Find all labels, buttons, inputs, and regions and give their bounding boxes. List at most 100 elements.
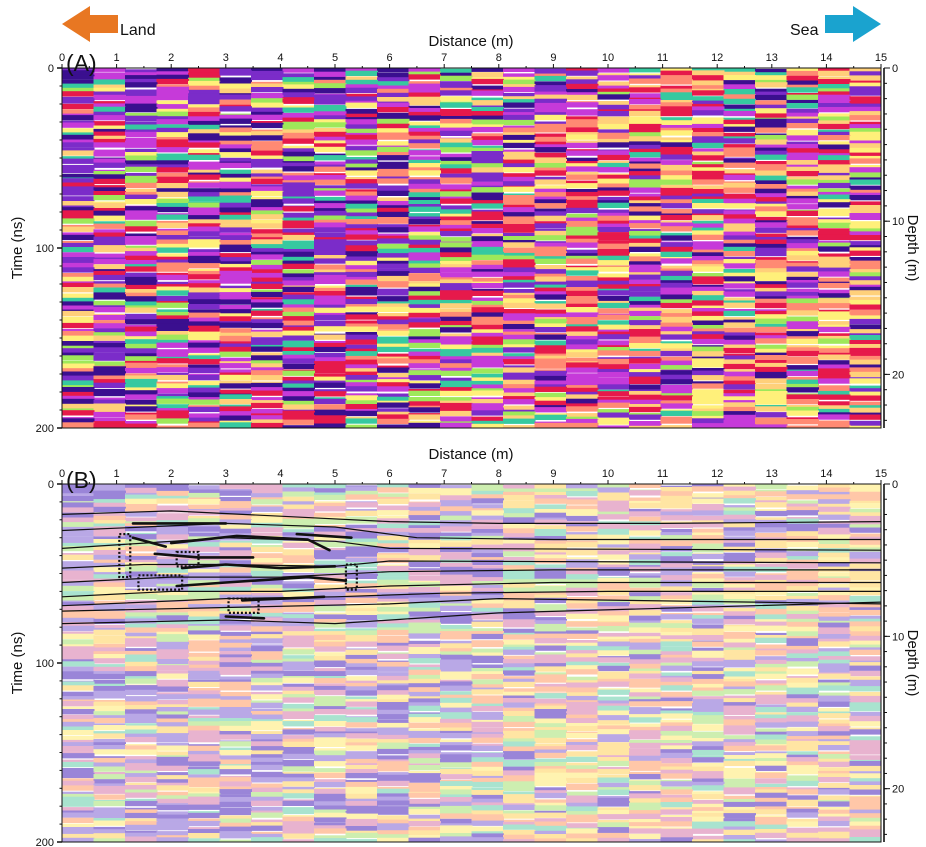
- radargram-cell: [723, 396, 756, 402]
- radargram-cell: [188, 829, 221, 835]
- radargram-cell: [440, 674, 473, 680]
- radargram-cell: [534, 686, 567, 692]
- radargram-cell: [188, 781, 221, 787]
- radargram-cell: [188, 149, 221, 155]
- radargram-cell: [314, 215, 347, 221]
- radargram-cell: [314, 812, 347, 818]
- radargram-cell: [408, 275, 441, 282]
- y-tick-label: 200: [36, 423, 54, 435]
- radargram-cell: [345, 119, 378, 125]
- radargram-cell: [345, 769, 378, 775]
- radargram-cell: [849, 575, 881, 581]
- x-tick-label: 11: [657, 468, 668, 480]
- radargram-cell: [125, 148, 158, 154]
- radargram-cell: [125, 378, 158, 385]
- radargram-cell: [314, 227, 347, 233]
- radargram-cell: [471, 115, 504, 121]
- radargram-cell: [597, 174, 630, 181]
- radargram-cell: [219, 707, 252, 713]
- radargram-cell: [62, 341, 95, 347]
- radargram-cell: [156, 243, 189, 250]
- radargram-cell: [345, 654, 378, 661]
- radargram-cell: [156, 507, 189, 513]
- radargram-cell: [818, 405, 851, 411]
- radargram-cell: [849, 503, 881, 509]
- radargram-cell: [408, 355, 441, 362]
- radargram-cell: [345, 212, 378, 218]
- radargram-cell: [849, 496, 881, 502]
- radargram-cell: [62, 147, 95, 153]
- radargram-cell: [440, 600, 473, 606]
- radargram-cell: [188, 673, 221, 680]
- radargram-cell: [692, 362, 725, 368]
- radargram-cell: [408, 698, 441, 704]
- radargram-cell: [156, 722, 189, 728]
- radargram-cell: [377, 386, 410, 392]
- radargram-cell: [660, 226, 693, 232]
- radargram-cell: [408, 143, 441, 149]
- x-tick-label: 10: [602, 52, 614, 64]
- radargram-cell: [156, 718, 189, 724]
- radargram-cell: [503, 186, 536, 192]
- radargram-cell: [818, 648, 851, 654]
- radargram-cell: [125, 546, 158, 552]
- radargram-cell: [408, 782, 441, 789]
- radargram-cell: [566, 583, 599, 590]
- radargram-cell: [377, 584, 410, 590]
- radargram-cell: [345, 669, 378, 676]
- radargram-cell: [597, 769, 630, 775]
- radargram-cell: [314, 696, 347, 702]
- radargram-cell: [314, 838, 347, 842]
- radargram-cell: [755, 335, 788, 341]
- radargram-cell: [62, 247, 95, 253]
- radargram-cell: [692, 70, 725, 76]
- radargram-cell: [755, 197, 788, 203]
- radargram-cell: [818, 94, 851, 100]
- radargram-cell: [566, 267, 599, 273]
- radargram-cell: [62, 316, 95, 322]
- radargram-cell: [534, 645, 567, 651]
- radargram-cell: [440, 552, 473, 558]
- radargram-cell: [408, 307, 441, 314]
- reflector-line-bold: [180, 563, 337, 570]
- radargram-cell: [251, 244, 284, 250]
- radargram-cell: [125, 284, 158, 291]
- radargram-cell: [282, 566, 315, 573]
- radargram-cell: [849, 189, 881, 196]
- radargram-cell: [534, 821, 567, 827]
- radargram-cell: [345, 224, 378, 230]
- radargram-cell: [566, 199, 599, 206]
- radargram-cell: [408, 654, 441, 660]
- radargram-cell: [660, 214, 693, 221]
- radargram-cell: [629, 717, 662, 723]
- y-tick-label: 0: [48, 63, 54, 75]
- radargram-cell: [755, 68, 788, 75]
- radargram-cell: [345, 676, 378, 682]
- radargram-cell: [503, 425, 536, 428]
- radargram-cell: [818, 682, 851, 688]
- radargram-cell: [818, 831, 851, 837]
- radargram-cell: [566, 70, 599, 76]
- radargram-cell: [188, 838, 221, 842]
- radargram-cell: [156, 290, 189, 296]
- radargram-cell: [188, 422, 221, 428]
- radargram-cell: [377, 102, 410, 108]
- radargram-cell: [786, 255, 819, 261]
- radargram-cell: [93, 733, 126, 739]
- radargram-cell: [62, 322, 95, 329]
- radargram-cell: [471, 324, 504, 331]
- radargram-cell: [93, 520, 126, 526]
- radargram-cell: [125, 824, 158, 831]
- radargram-cell: [755, 614, 788, 620]
- radargram-cell: [534, 709, 567, 715]
- radargram-cell: [93, 625, 126, 631]
- radargram-cell: [188, 546, 221, 552]
- radargram-cell: [755, 161, 788, 167]
- radargram-cell: [660, 722, 693, 728]
- radargram-cell: [566, 398, 599, 404]
- radargram-cell: [440, 370, 473, 376]
- radargram-cell: [597, 774, 630, 780]
- radargram-cell: [849, 359, 881, 365]
- radargram-cell: [692, 628, 725, 634]
- radargram-cell: [818, 651, 851, 657]
